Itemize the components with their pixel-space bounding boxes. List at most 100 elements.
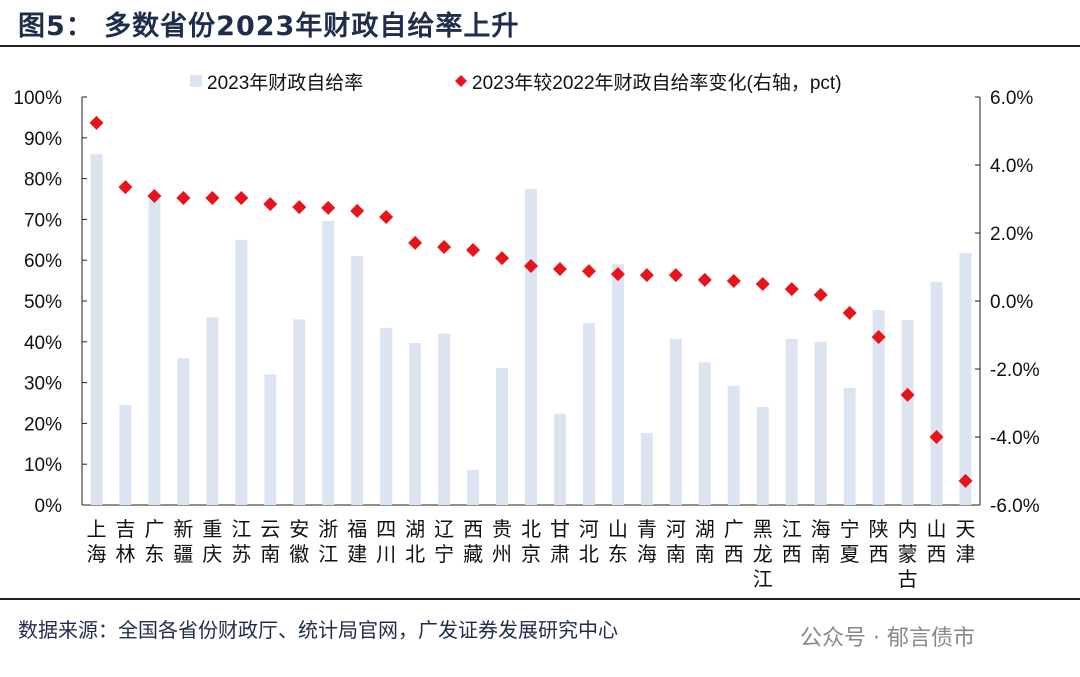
marker-河南 xyxy=(668,268,683,283)
marker-湖南 xyxy=(697,272,712,287)
marker-云南 xyxy=(263,197,278,212)
x-tick-label: 上 xyxy=(86,518,106,541)
x-tick-label: 辽 xyxy=(434,518,454,541)
x-tick-label: 东 xyxy=(608,543,628,566)
x-tick-label: 陕 xyxy=(869,518,889,541)
bar-新疆 xyxy=(177,358,190,505)
marker-广西 xyxy=(726,273,741,288)
x-tick-label: 江 xyxy=(318,543,338,566)
x-tick-label: 蒙 xyxy=(898,543,918,566)
bar-黑龙江 xyxy=(756,407,769,505)
bar-安徽 xyxy=(293,319,306,505)
x-tick-label: 江 xyxy=(782,518,802,541)
bar-北京 xyxy=(525,188,537,506)
x-tick-label: 重 xyxy=(202,518,222,541)
x-tick-label: 西 xyxy=(724,544,744,566)
chart: 0% 10% 20% 30% 40% 50% 60% 70% 80% 90% 100% -6.0% -4… xyxy=(13,72,1040,591)
x-tick-label: 北 xyxy=(579,543,599,566)
x-tick-label: 山 xyxy=(608,518,628,541)
x-tick-label: 徽 xyxy=(289,543,309,566)
left-tick-label: 100% xyxy=(13,88,62,109)
marker-山东 xyxy=(610,267,625,282)
figure-title: 图5： 多数省份2023年财政自给率上升 xyxy=(18,11,520,42)
left-tick-label: 30% xyxy=(24,374,62,395)
marker-重庆 xyxy=(205,190,220,205)
x-tick-label: 夏 xyxy=(840,544,860,566)
left-tick-label: 70% xyxy=(24,210,62,231)
x-tick-label: 龙 xyxy=(753,543,773,566)
x-tick-label: 黑 xyxy=(753,519,773,541)
x-tick-label: 广 xyxy=(144,518,164,541)
source-divider xyxy=(0,598,1080,600)
x-tick-label: 苏 xyxy=(231,543,251,566)
marker-青海 xyxy=(639,268,654,283)
x-tick-label: 海 xyxy=(811,518,831,541)
marker-海南 xyxy=(813,287,828,302)
x-tick-label: 安 xyxy=(289,518,309,541)
x-tick-label: 广 xyxy=(724,518,744,541)
x-tick-label: 北 xyxy=(521,518,541,541)
bar-湖南 xyxy=(698,362,711,505)
x-tick-label: 湖 xyxy=(695,518,715,541)
bar-甘肃 xyxy=(553,414,566,505)
left-tick-label: 90% xyxy=(24,129,62,150)
watermark: 公众号 · 郁言债市 xyxy=(800,626,975,651)
bar-云南 xyxy=(264,374,277,505)
x-tick-label: 湖 xyxy=(405,518,425,541)
x-tick-label: 宁 xyxy=(840,518,860,541)
x-tick-label: 建 xyxy=(347,543,367,566)
bar-福建 xyxy=(351,256,364,505)
marker-上海 xyxy=(89,115,104,130)
bar-广东 xyxy=(148,199,161,505)
bar-江苏 xyxy=(235,239,248,506)
marker-新疆 xyxy=(176,190,191,205)
x-tick-label: 南 xyxy=(811,543,831,566)
marker-西藏 xyxy=(466,243,481,257)
bar-河南 xyxy=(669,338,682,505)
bar-陕西 xyxy=(872,309,885,505)
marker-湖北 xyxy=(408,235,423,250)
bar-贵州 xyxy=(496,367,509,505)
x-tick-label: 海 xyxy=(86,543,106,566)
bar-山西 xyxy=(930,281,943,505)
x-tick-label: 津 xyxy=(956,543,976,566)
x-tick-label: 西 xyxy=(927,544,947,566)
bar-海南 xyxy=(814,341,827,505)
x-tick-label: 林 xyxy=(115,543,135,566)
left-tick-label: 10% xyxy=(24,455,62,476)
marker-甘肃 xyxy=(552,262,567,277)
x-tick-label: 西 xyxy=(782,544,802,566)
x-tick-label: 京 xyxy=(521,543,541,566)
left-tick-label: 60% xyxy=(24,251,62,272)
right-tick-label: -4.0% xyxy=(990,428,1040,449)
bar-吉林 xyxy=(119,405,132,505)
legend-bar-swatch xyxy=(190,75,202,87)
x-tick-label: 山 xyxy=(927,518,947,541)
left-tick-label: 20% xyxy=(24,414,62,435)
legend-marker-label: 2023年较2022年财政自给率变化(右轴，pct) xyxy=(472,72,842,94)
x-tick-label: 藏 xyxy=(463,543,483,566)
x-tick-label: 江 xyxy=(753,568,773,591)
right-tick-label: -2.0% xyxy=(990,360,1040,381)
x-tick-label: 贵 xyxy=(492,518,512,541)
bar-西藏 xyxy=(467,469,480,505)
source-note: 数据来源：全国各省份财政厅、统计局官网，广发证券发展研究中心 xyxy=(18,618,618,642)
marker-四川 xyxy=(379,210,394,225)
marker-内蒙古 xyxy=(900,387,915,402)
left-tick-label: 0% xyxy=(35,496,63,517)
marker-浙江 xyxy=(321,200,336,215)
x-tick-label: 福 xyxy=(347,518,367,541)
x-tick-label: 青 xyxy=(637,518,657,541)
x-tick-label: 四 xyxy=(376,519,396,541)
title-divider xyxy=(0,45,1080,47)
x-tick-label: 新 xyxy=(173,518,193,541)
x-tick-label: 宁 xyxy=(434,543,454,566)
marker-山西 xyxy=(929,430,944,444)
x-tick-label: 东 xyxy=(144,543,164,566)
bar-江西 xyxy=(785,338,798,505)
x-tick-label: 西 xyxy=(463,519,483,541)
bar-湖北 xyxy=(409,343,422,505)
marker-贵州 xyxy=(495,251,510,266)
bar-辽宁 xyxy=(438,333,451,505)
bar-四川 xyxy=(380,327,393,505)
